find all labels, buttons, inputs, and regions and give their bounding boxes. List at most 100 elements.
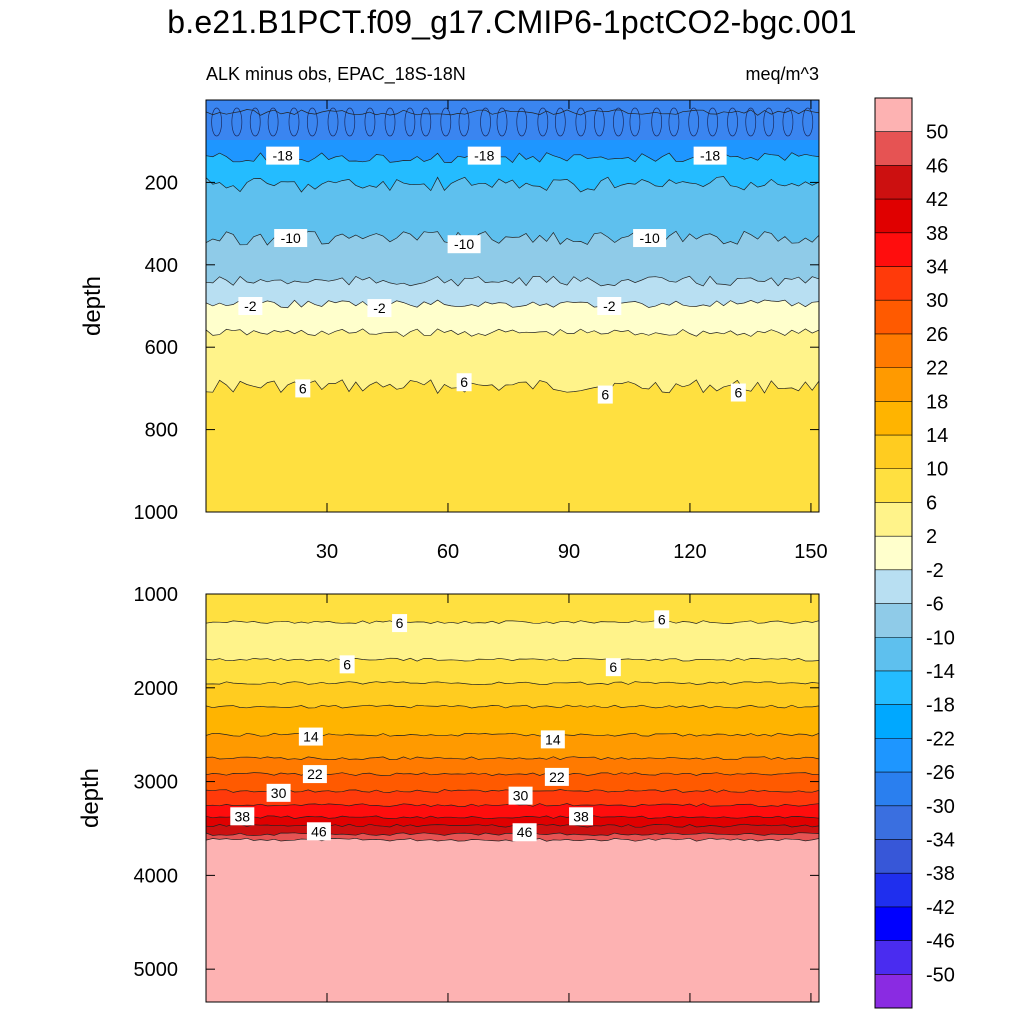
contour-label: 14: [298, 727, 323, 746]
upper-surface-eddy: [688, 107, 700, 137]
contour-label: 30: [508, 786, 533, 805]
contour-label-bg: [447, 235, 481, 254]
colorbar-label: 6: [926, 492, 937, 514]
colorbar-label: 10: [926, 459, 948, 481]
contour-label-bg: [266, 146, 300, 165]
contour-label-text: -18: [273, 148, 293, 164]
contour-label-bg: [508, 786, 533, 805]
contour-label: 46: [512, 823, 537, 842]
contour-label-bg: [467, 146, 501, 165]
colorbar-label: -18: [926, 695, 955, 717]
contour-label-text: 6: [299, 380, 307, 396]
colorbar-swatch: [875, 906, 912, 942]
contour-label-text: -2: [373, 300, 386, 316]
upper-surface-eddy: [802, 107, 814, 137]
colorbar-label: -10: [926, 627, 955, 649]
upper-surface-eddy: [480, 107, 491, 137]
contour-label-text: -10: [454, 236, 474, 252]
upper-y-axis-title: depth: [79, 276, 106, 336]
upper-contour-line: [205, 176, 820, 193]
upper-contour-line: [205, 230, 820, 246]
upper-panel: 200 400 600 800 1000 30 60 90 120 150 -18 -18 -18 -1…: [79, 64, 828, 563]
contour-label-bg: [306, 822, 331, 841]
upper-surface-eddy: [613, 107, 624, 137]
contour-label-text: 14: [545, 731, 561, 747]
upper-surface-eddy: [364, 107, 376, 137]
y-tick-label: 4000: [134, 865, 179, 887]
upper-surface-eddy: [306, 107, 318, 137]
upper-surface-eddy: [593, 107, 605, 137]
upper-contour-line: [205, 328, 820, 337]
contour-label-text: 22: [307, 766, 323, 782]
colorbar-label: -2: [926, 560, 944, 582]
contour-label: 6: [295, 379, 311, 398]
upper-surface-eddy: [420, 107, 432, 137]
colorbar-label: 42: [926, 189, 948, 211]
contour-label-bg: [633, 229, 667, 248]
contour-label-text: -2: [244, 298, 257, 314]
x-tick-label: 150: [794, 541, 827, 563]
contour-label: 6: [339, 655, 355, 674]
colorbar-swatch: [875, 738, 912, 773]
contour-label-bg: [266, 783, 291, 802]
colorbar-swatch: [875, 670, 912, 706]
contour-label-bg: [392, 614, 408, 633]
colorbar-label: -50: [926, 964, 955, 986]
colorbar-swatch: [875, 300, 912, 335]
lower-contour-line: [205, 657, 820, 662]
upper-surface-eddy: [763, 107, 775, 137]
colorbar-label: 14: [926, 425, 948, 447]
colorbar-swatch: [875, 367, 912, 402]
contour-label-text: 6: [396, 615, 404, 631]
colorbar-label: 34: [926, 257, 948, 279]
lower-plot-frame: [205, 593, 820, 1003]
upper-plot-frame: [205, 99, 820, 513]
upper-surface-eddy: [537, 107, 549, 137]
upper-surface-eddy: [211, 107, 222, 137]
colorbar-label: -34: [926, 829, 955, 851]
contour-label-text: 14: [303, 729, 319, 745]
contour-label-bg: [298, 727, 323, 746]
contour-label-bg: [295, 379, 311, 398]
contour-label: 22: [544, 767, 569, 786]
contour-label-text: 6: [658, 611, 666, 627]
y-tick-label: 5000: [134, 959, 179, 981]
figure-title: b.e21.B1PCT.f09_g17.CMIP6-1pctCO2-bgc.00…: [167, 4, 857, 40]
contour-label-text: -2: [603, 298, 616, 314]
contour-label: 30: [266, 783, 291, 802]
colorbar-swatch: [875, 266, 912, 301]
contour-label-text: -10: [281, 230, 301, 246]
upper-surface-eddy: [496, 107, 508, 137]
upper-surface-eddy: [344, 107, 356, 137]
x-tick-label: 120: [673, 541, 706, 563]
upper-surface-eddy: [458, 107, 470, 137]
upper-surface-eddy: [327, 107, 339, 137]
colorbar-swatch: [875, 873, 912, 908]
upper-surface-eddy: [745, 107, 757, 137]
upper-subtitle-right: meq/m^3: [746, 64, 819, 84]
colorbar-label: 38: [926, 223, 948, 245]
lower-contour-line: [205, 681, 820, 685]
contour-label-text: 46: [311, 823, 327, 839]
lower-contour-band: [206, 838, 819, 1002]
y-tick-label: 3000: [134, 772, 179, 794]
lower-contour-line: [205, 815, 820, 820]
colorbar-swatch: [875, 165, 912, 200]
contour-label-text: 30: [271, 785, 287, 801]
colorbar-label: 30: [926, 290, 948, 312]
colorbar-swatch: [875, 704, 912, 739]
colorbar-label: 26: [926, 324, 948, 346]
contour-label-bg: [512, 823, 537, 842]
upper-contour-line: [205, 109, 820, 116]
contour-label-bg: [693, 146, 727, 165]
upper-surface-eddy: [668, 107, 680, 137]
colorbar-label: 22: [926, 358, 948, 380]
colorbar-swatch: [875, 603, 912, 638]
upper-surface-eddy: [404, 107, 416, 137]
upper-contour-line: [205, 275, 820, 287]
upper-surface-eddy: [440, 107, 452, 137]
colorbar-swatch: [875, 772, 912, 807]
contour-label-bg: [456, 373, 472, 392]
colorbar-swatch: [875, 839, 912, 874]
colorbar-label: -26: [926, 762, 955, 784]
